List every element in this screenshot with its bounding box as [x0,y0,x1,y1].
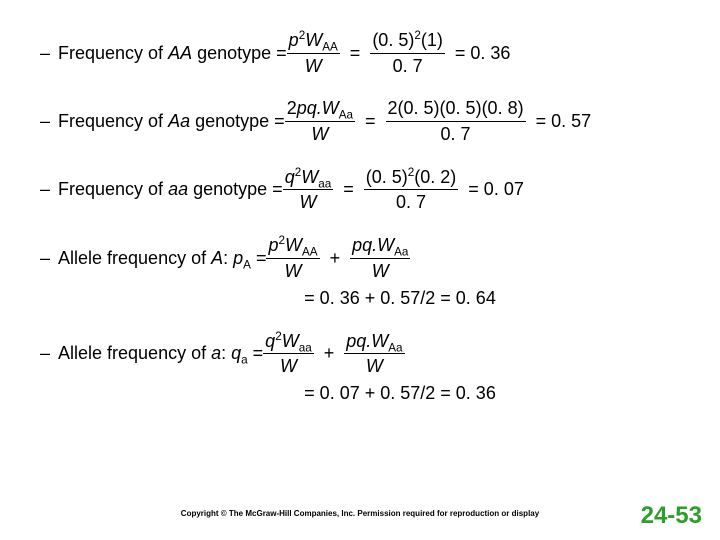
allele-row-a: – Allele frequency of a: qa = q2Waa W + … [30,331,690,377]
fraction-symbolic: p2WAA W [287,30,340,76]
bullet: – [30,179,58,200]
fraction-numeric: 2(0. 5)(0. 5)(0. 8) 0. 7 [386,98,526,144]
fraction-2: pq.WAa W [344,331,404,377]
result: = 0. 07 [458,179,534,200]
allele-A-result: = 0. 36 + 0. 57/2 = 0. 64 [30,288,690,309]
label: Allele frequency of A: pA = [58,248,266,269]
bullet: – [30,111,58,132]
equation-list: – Frequency of AA genotype = p2WAA W = (… [30,30,690,404]
label: Allele frequency of a: qa = [58,343,263,364]
fraction-numeric: (0. 5)2(0. 2) 0. 7 [364,167,459,213]
plus: + [320,248,351,269]
fraction-1: q2Waa W [263,331,314,377]
bullet: – [30,248,58,269]
label: Frequency of Aa genotype = [58,111,285,132]
genotype-row-aa: – Frequency of aa genotype = q2Waa W = (… [30,167,690,213]
equals: = [340,43,371,64]
allele-row-A: – Allele frequency of A: pA = p2WAA W + … [30,235,690,281]
equals: = [355,111,386,132]
equals: = [333,179,364,200]
fraction-symbolic: q2Waa W [283,167,334,213]
plus: + [314,343,345,364]
label: Frequency of aa genotype = [58,179,283,200]
fraction-2: pq.WAa W [350,235,410,281]
fraction-numeric: (0. 5)2(1) 0. 7 [370,30,445,76]
result: = 0. 57 [526,111,602,132]
label: Frequency of AA genotype = [58,43,287,64]
copyright-text: Copyright © The McGraw-Hill Companies, I… [0,509,720,518]
genotype-row-Aa: – Frequency of Aa genotype = 2pq.WAa W =… [30,98,690,144]
fraction-symbolic: 2pq.WAa W [285,98,355,144]
allele-a-result: = 0. 07 + 0. 57/2 = 0. 36 [30,383,690,404]
fraction-1: p2WAA W [266,235,319,281]
bullet: – [30,343,58,364]
result: = 0. 36 [445,43,521,64]
genotype-row-AA: – Frequency of AA genotype = p2WAA W = (… [30,30,690,76]
page-number: 24-53 [641,502,702,530]
bullet: – [30,43,58,64]
